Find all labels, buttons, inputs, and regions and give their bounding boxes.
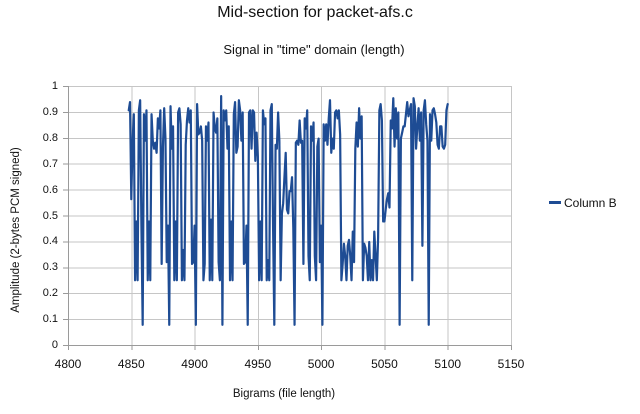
y-tick-label: 0.6 xyxy=(42,183,58,196)
signal-line xyxy=(127,94,449,326)
legend-label: Column B xyxy=(564,195,617,210)
y-tick-label: 0.1 xyxy=(42,313,58,326)
y-tick-label: 0 xyxy=(51,339,58,351)
y-tick-label: 0.2 xyxy=(42,287,58,300)
y-axis-title: Amplitude (2-bytes PCM signed) xyxy=(10,147,22,313)
y-tick-label: 0.8 xyxy=(42,131,58,144)
legend-series-marker-icon xyxy=(549,201,561,204)
x-tick-label: 5150 xyxy=(497,357,525,371)
chart-title: Mid-section for packet-afs.c xyxy=(217,4,413,21)
x-tick-label: 5100 xyxy=(434,357,462,371)
legend: Column B xyxy=(549,195,617,210)
x-tick-label: 5000 xyxy=(307,357,335,371)
x-tick-label: 4800 xyxy=(54,357,82,371)
y-tick-label: 0.4 xyxy=(42,235,58,248)
x-tick-label: 5050 xyxy=(371,357,398,371)
y-tick-label: 0.5 xyxy=(42,209,58,222)
y-tick-label: 0.7 xyxy=(42,157,58,170)
y-tick-label: 0.9 xyxy=(42,105,58,118)
x-tick-label: 4900 xyxy=(181,357,208,371)
x-axis-title: Bigrams (file length) xyxy=(232,388,336,400)
y-tick-label: 1 xyxy=(51,80,58,92)
x-tick-label: 4850 xyxy=(117,357,145,371)
chart-subtitle: Signal in "time" domain (length) xyxy=(223,42,405,57)
y-tick-label: 0.3 xyxy=(42,261,58,274)
x-tick-label: 4950 xyxy=(244,357,272,371)
